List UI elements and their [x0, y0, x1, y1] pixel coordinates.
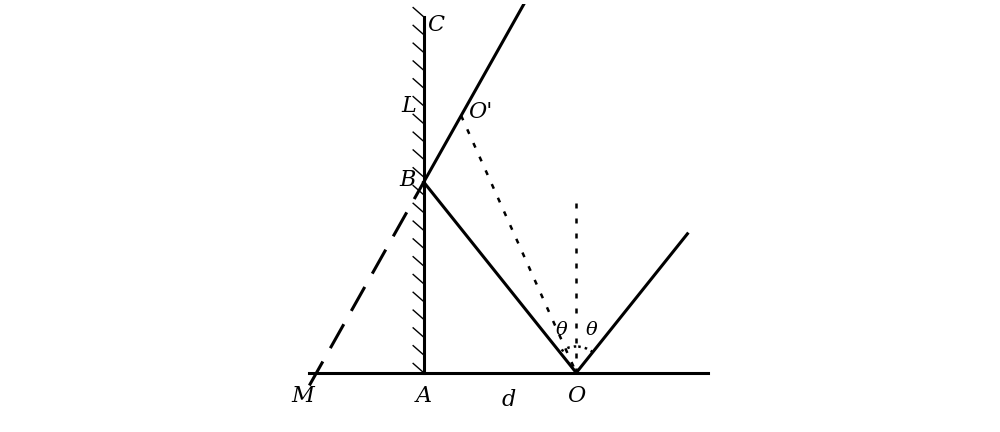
Text: θ: θ: [585, 321, 597, 339]
Text: A: A: [416, 385, 432, 407]
Text: C: C: [427, 14, 444, 36]
Text: O': O': [468, 101, 492, 123]
Text: M: M: [292, 385, 314, 407]
Text: L: L: [402, 95, 416, 117]
Text: θ: θ: [555, 321, 567, 339]
Text: B: B: [399, 169, 416, 191]
Text: d: d: [501, 389, 516, 411]
Text: O: O: [568, 385, 586, 407]
